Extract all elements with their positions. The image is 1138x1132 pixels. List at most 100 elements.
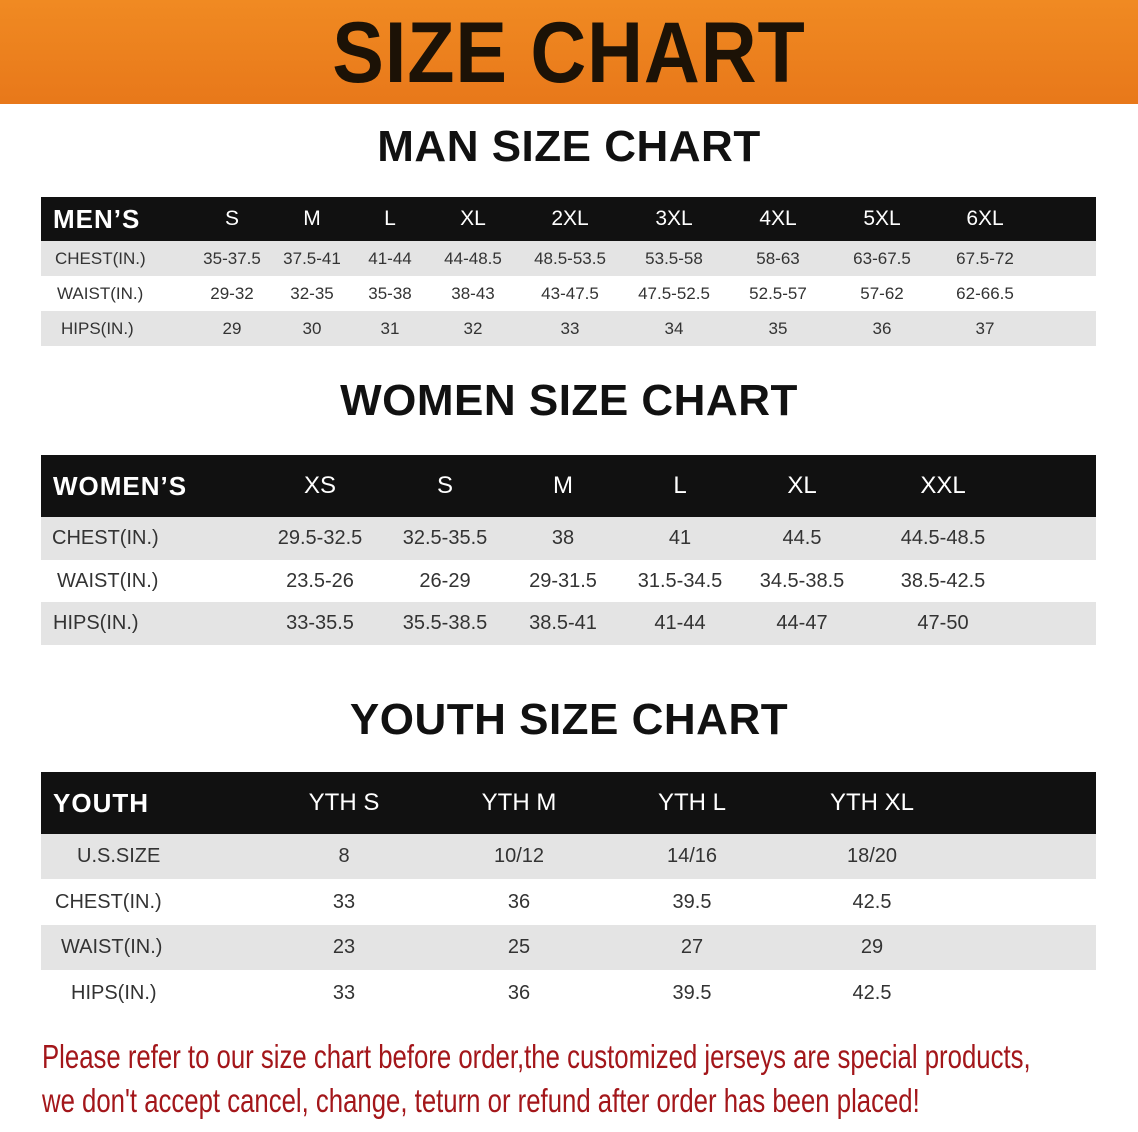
measurement-cell: 31: [380, 318, 400, 338]
measurement-cell: 44-47: [776, 612, 828, 634]
size-header: S: [436, 472, 454, 499]
measurement-cell: 35-38: [368, 283, 412, 303]
measurement-cell: 14/16: [666, 845, 718, 867]
measurement-cell: 33-35.5: [286, 612, 354, 634]
row-label: HIPS(IN.): [71, 981, 157, 1004]
measurement-cell: 44.5: [782, 527, 822, 549]
measurement-cell: 38-43: [451, 283, 495, 303]
youth-header-row: YOUTH YTH S YTH M YTH L YTH XL: [41, 772, 1096, 834]
measurement-cell: 36: [872, 318, 892, 338]
table-row: HIPS(IN.) 33-35.5 35.5-38.5 38.5-41 41-44 44-…: [41, 602, 1096, 645]
size-header: XL: [787, 472, 817, 499]
measurement-cell: 25: [507, 936, 531, 958]
size-header: 2XL: [551, 207, 589, 230]
row-label: HIPS(IN.): [61, 318, 134, 338]
measurement-cell: 29: [222, 318, 242, 338]
measurement-cell: 36: [507, 981, 531, 1004]
measurement-cell: 32.5-35.5: [402, 527, 488, 549]
measurement-cell: 30: [302, 318, 322, 338]
measurement-cell: 37.5-41: [283, 248, 341, 268]
size-header: L: [673, 472, 687, 499]
measurement-cell: 41-44: [368, 248, 412, 268]
measurement-cell: 26-29: [419, 569, 471, 592]
row-label: CHEST(IN.): [55, 248, 146, 268]
measurement-cell: 35.5-38.5: [402, 612, 488, 634]
measurement-cell: 29-32: [210, 283, 254, 303]
table-row: CHEST(IN.) 33 36 39.5 42.5: [41, 879, 1096, 925]
measurement-cell: 29.5-32.5: [277, 527, 363, 549]
row-label: U.S.SIZE: [77, 845, 161, 867]
row-label: CHEST(IN.): [52, 527, 159, 549]
table-row: HIPS(IN.) 33 36 39.5 42.5: [41, 970, 1096, 1016]
size-header: M: [303, 207, 321, 230]
measurement-cell: 31.5-34.5: [637, 569, 723, 592]
measurement-cell: 43-47.5: [541, 283, 599, 303]
measurement-cell: 53.5-58: [645, 248, 703, 268]
measurement-cell: 10/12: [493, 845, 545, 867]
measurement-cell: 42.5: [852, 981, 892, 1004]
youth-section-title: YOUTH SIZE CHART: [349, 695, 789, 744]
men-size-table: MEN’S S M L XL 2XL 3XL 4XL 5XL 6XL CHEST(IN.) 35-37…: [41, 197, 1096, 346]
size-header: YTH L: [657, 789, 727, 816]
size-header: M: [553, 472, 573, 499]
measurement-cell: 44-48.5: [444, 248, 502, 268]
measurement-cell: 41: [668, 527, 692, 549]
measurement-cell: 44.5-48.5: [900, 527, 986, 549]
size-header: YTH M: [481, 789, 557, 816]
measurement-cell: 38.5-42.5: [900, 569, 986, 592]
row-label: WAIST(IN.): [61, 936, 163, 958]
row-label: HIPS(IN.): [53, 612, 139, 634]
men-section-title: MAN SIZE CHART: [377, 122, 761, 171]
measurement-cell: 58-63: [756, 248, 800, 268]
measurement-cell: 39.5: [672, 890, 712, 913]
size-header: S: [224, 207, 240, 230]
table-row: WAIST(IN.) 23 25 27 29: [41, 925, 1096, 970]
table-row: WAIST(IN.) 29-32 32-35 35-38 38-43 43-47.5 47.…: [41, 276, 1096, 311]
measurement-cell: 38.5-41: [529, 612, 597, 634]
size-header: 3XL: [655, 207, 693, 230]
table-row: HIPS(IN.) 29 30 31 32 33 34 35 36 37: [41, 311, 1096, 346]
measurement-cell: 63-67.5: [853, 248, 911, 268]
measurement-cell: 27: [680, 936, 704, 958]
measurement-cell: 35: [768, 318, 788, 338]
measurement-cell: 29: [860, 936, 884, 958]
banner-title: SIZE CHART: [332, 5, 806, 101]
size-header: XS: [303, 472, 337, 499]
row-label: WAIST(IN.): [57, 283, 144, 303]
row-label: WAIST(IN.): [57, 569, 159, 592]
measurement-cell: 23.5-26: [286, 569, 354, 592]
men-header-row: MEN’S S M L XL 2XL 3XL 4XL 5XL 6XL: [41, 197, 1096, 241]
measurement-cell: 33: [332, 890, 356, 913]
size-header: L: [384, 207, 396, 230]
table-row: CHEST(IN.) 35-37.5 37.5-41 41-44 44-48.5 48.5…: [41, 241, 1096, 276]
measurement-cell: 52.5-57: [749, 283, 807, 303]
measurement-cell: 33: [332, 981, 356, 1004]
notice-line-2: we don't accept cancel, change, teturn o…: [42, 1082, 920, 1119]
measurement-cell: 34: [664, 318, 684, 338]
size-chart-banner: SIZE CHART: [0, 0, 1138, 104]
measurement-cell: 47-50: [917, 612, 969, 634]
measurement-cell: 18/20: [846, 845, 898, 867]
measurement-cell: 35-37.5: [203, 248, 261, 268]
measurement-cell: 67.5-72: [956, 248, 1014, 268]
measurement-cell: 48.5-53.5: [534, 248, 606, 268]
table-row: WAIST(IN.) 23.5-26 26-29 29-31.5 31.5-34.5 34…: [41, 560, 1096, 602]
measurement-cell: 23: [332, 936, 356, 958]
size-header: 4XL: [759, 207, 797, 230]
size-header: 5XL: [863, 207, 901, 230]
header-label: WOMEN’S: [53, 470, 188, 501]
measurement-cell: 32: [463, 318, 483, 338]
header-label: YOUTH: [53, 787, 149, 818]
women-section-title: WOMEN SIZE CHART: [340, 376, 798, 425]
measurement-cell: 36: [507, 890, 531, 913]
measurement-cell: 32-35: [290, 283, 334, 303]
measurement-cell: 47.5-52.5: [638, 283, 710, 303]
notice-line-1: Please refer to our size chart before or…: [42, 1038, 1031, 1075]
measurement-cell: 41-44: [654, 612, 706, 634]
measurement-cell: 62-66.5: [956, 283, 1014, 303]
header-label: MEN’S: [53, 203, 141, 234]
measurement-cell: 8: [338, 845, 350, 867]
size-header: 6XL: [966, 207, 1004, 230]
women-size-table: WOMEN’S XS S M L XL XXL CHEST(IN.) 29.5-32.5 32.5…: [41, 455, 1096, 645]
women-header-row: WOMEN’S XS S M L XL XXL: [41, 455, 1096, 517]
